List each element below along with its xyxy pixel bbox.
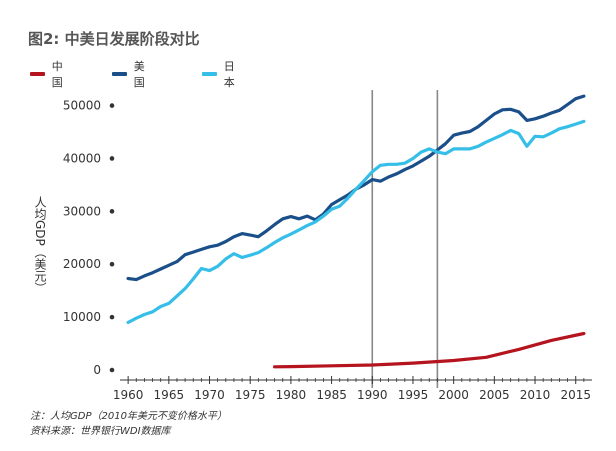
legend-label-china: 中国 [51, 60, 63, 89]
y-tick-label-0: 0 [93, 363, 101, 377]
x-tick-label-1980: 1980 [276, 388, 307, 402]
y-tick-label-10000: 10000 [63, 310, 101, 324]
legend-swatch-china [30, 72, 45, 76]
legend-item-japan: 日本 [202, 58, 240, 90]
x-tick-label-2005: 2005 [479, 388, 510, 402]
x-tick-label-1975: 1975 [235, 388, 266, 402]
x-tick-label-1960: 1960 [113, 388, 144, 402]
y-tick-dot-20000 [109, 261, 115, 267]
x-tick-label-1990: 1990 [357, 388, 388, 402]
source-note: 资料来源：世界银行WDI数据库 [30, 426, 171, 437]
x-tick-label-2010: 2010 [520, 388, 551, 402]
y-axis-label: 人均GDP（美元） [33, 196, 47, 294]
y-tick-label-50000: 50000 [63, 99, 101, 113]
y-tick-dot-10000 [109, 314, 115, 320]
x-tick-label-2015: 2015 [560, 388, 591, 402]
y-tick-dot-40000 [109, 156, 115, 161]
china-line [273, 331, 586, 369]
footnote: 注：人均GDP（2010年美元不变价格水平） [30, 411, 227, 422]
chart-title: 图2: 中美日发展阶段对比 [28, 30, 200, 48]
japan-line [126, 119, 586, 324]
x-tick-label-1965: 1965 [154, 388, 185, 402]
legend-swatch-usa [112, 72, 127, 76]
legend-label-japan: 日本 [223, 60, 235, 89]
legend-item-china: 中国 [30, 58, 68, 90]
x-tick-label-1970: 1970 [194, 388, 225, 402]
x-tick-label-1985: 1985 [316, 388, 347, 402]
y-tick-dot-0 [109, 367, 115, 373]
y-tick-label-40000: 40000 [63, 151, 101, 165]
y-tick-dot-30000 [109, 209, 115, 214]
y-tick-label-20000: 20000 [63, 257, 101, 271]
legend-item-usa: 美国 [112, 58, 150, 90]
legend-swatch-japan [202, 72, 217, 76]
x-tick-label-2000: 2000 [438, 388, 469, 402]
y-tick-dot-50000 [109, 103, 115, 108]
y-tick-label-30000: 30000 [63, 204, 101, 218]
x-tick-label-1995: 1995 [398, 388, 429, 402]
legend-label-usa: 美国 [133, 60, 145, 89]
